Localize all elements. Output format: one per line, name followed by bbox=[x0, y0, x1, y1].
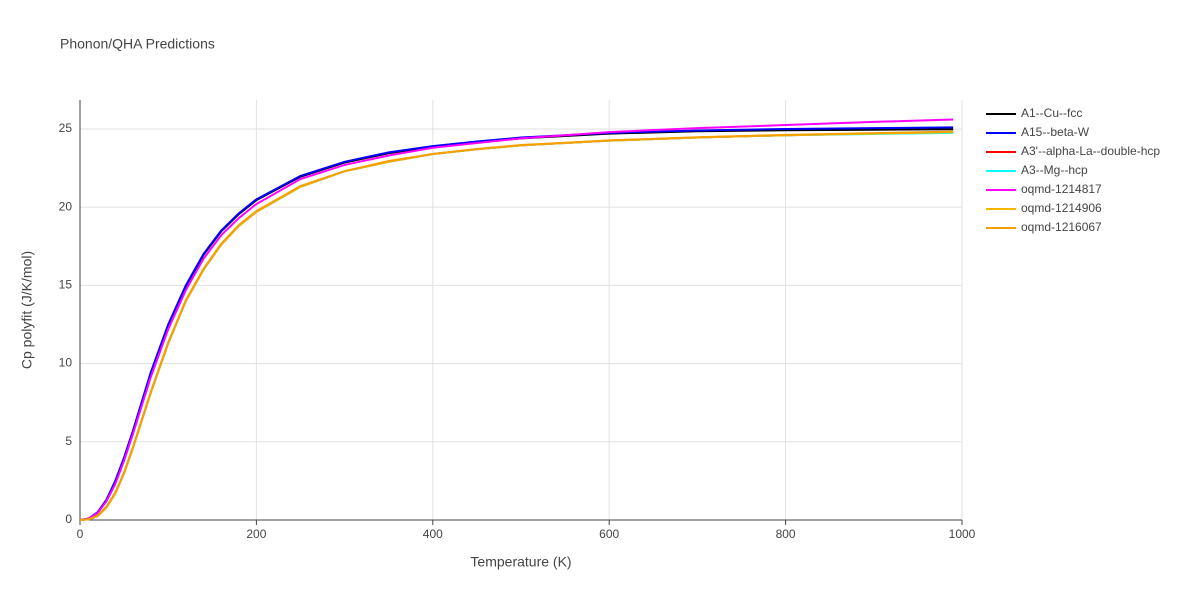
x-tick-label: 200 bbox=[246, 527, 266, 541]
series-line bbox=[79, 131, 954, 521]
legend-label: A3'--alpha-La--double-hcp bbox=[1021, 144, 1160, 158]
y-tick-label: 25 bbox=[59, 121, 73, 135]
series-line bbox=[79, 131, 954, 521]
x-tick-label: 800 bbox=[776, 527, 796, 541]
legend-label: oqmd-1216067 bbox=[1021, 220, 1102, 234]
series-line bbox=[79, 130, 954, 521]
x-tick-label: 0 bbox=[77, 527, 84, 541]
y-tick-label: 0 bbox=[65, 512, 72, 526]
series-line bbox=[79, 131, 954, 521]
series-line bbox=[79, 126, 954, 521]
y-tick-label: 15 bbox=[59, 278, 73, 292]
x-tick-label: 1000 bbox=[949, 527, 976, 541]
x-axis-title: Temperature (K) bbox=[470, 554, 571, 570]
legend-label: A15--beta-W bbox=[1021, 125, 1090, 139]
legend-label: oqmd-1214817 bbox=[1021, 182, 1102, 196]
series-line bbox=[79, 118, 954, 521]
series-line bbox=[79, 128, 954, 521]
x-tick-label: 600 bbox=[599, 527, 619, 541]
y-axis-title: Cp polyfit (J/K/mol) bbox=[19, 251, 35, 369]
legend-label: oqmd-1214906 bbox=[1021, 201, 1102, 215]
x-tick-label: 400 bbox=[423, 527, 443, 541]
legend-label: A1--Cu--fcc bbox=[1021, 106, 1082, 120]
y-tick-label: 5 bbox=[65, 434, 72, 448]
y-tick-label: 20 bbox=[59, 199, 73, 213]
y-tick-label: 10 bbox=[59, 356, 73, 370]
legend-label: A3--Mg--hcp bbox=[1021, 163, 1088, 177]
chart-title: Phonon/QHA Predictions bbox=[60, 36, 215, 52]
